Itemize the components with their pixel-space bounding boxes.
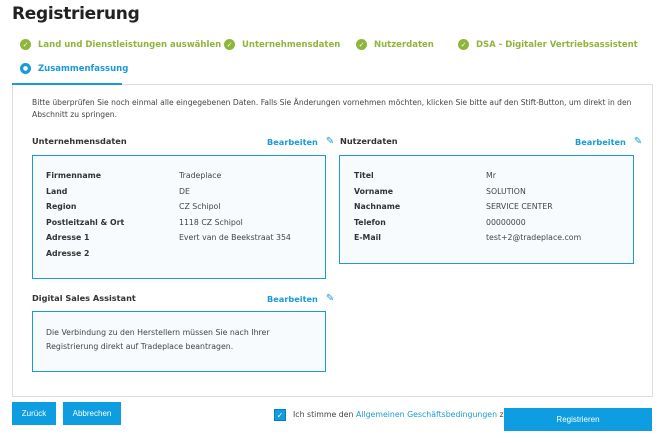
field-value: DE xyxy=(179,186,190,196)
terms-pre: Ich stimme den xyxy=(293,410,356,419)
check-icon: ✓ xyxy=(20,39,31,50)
company-heading: Unternehmensdaten xyxy=(32,136,127,146)
step-dsa[interactable]: ✓ DSA - Digitaler Vertriebsassistent xyxy=(458,39,638,50)
edit-label: Bearbeiten xyxy=(267,293,318,304)
field-value: 1118 CZ Schipol xyxy=(179,217,243,227)
step-label: Land und Dienstleistungen auswählen xyxy=(38,39,222,50)
summary-panel xyxy=(12,84,653,397)
check-icon: ✓ xyxy=(276,410,284,420)
terms-link[interactable]: Allgemeinen Geschäftsbedingungen xyxy=(355,410,498,419)
field-label: Telefon xyxy=(354,217,386,227)
page-title: Registrierung xyxy=(12,4,140,24)
active-tab-indicator xyxy=(12,83,122,85)
field-label: Region xyxy=(46,202,77,212)
edit-dsa-button[interactable]: Bearbeiten ✎ xyxy=(267,293,334,304)
dsa-text: Die Verbindung zu den Herstellern müssen… xyxy=(46,328,270,351)
terms-text: Ich stimme den Allgemeinen Geschäftsbedi… xyxy=(293,410,509,419)
back-button[interactable]: Zurück xyxy=(12,402,56,425)
step-zusammenfassung[interactable]: ● Zusammenfassung xyxy=(20,63,128,74)
cancel-button[interactable]: Abbrechen xyxy=(63,402,121,425)
edit-user-button[interactable]: Bearbeiten ✎ xyxy=(575,136,642,147)
step-label: Unternehmensdaten xyxy=(242,39,341,50)
pencil-icon: ✎ xyxy=(325,293,335,304)
field-value: Tradeplace xyxy=(179,171,222,180)
step-number-icon: ● xyxy=(20,63,31,74)
field-value: Mr xyxy=(486,171,496,180)
field-label: Nachname xyxy=(354,202,401,212)
dsa-heading: Digital Sales Assistant xyxy=(32,293,136,303)
edit-company-button[interactable]: Bearbeiten ✎ xyxy=(267,136,334,147)
intro-text: Bitte überprüfen Sie noch einmal alle ei… xyxy=(32,98,632,119)
dsa-box xyxy=(32,311,326,372)
field-label: Firmenname xyxy=(46,171,102,180)
field-value: 00000000 xyxy=(486,217,526,227)
field-label: Postleitzahl & Ort xyxy=(46,217,125,227)
step-unternehmensdaten[interactable]: ✓ Unternehmensdaten xyxy=(224,39,340,50)
step-label: Zusammenfassung xyxy=(38,63,129,74)
field-value: test+2@tradeplace.com xyxy=(486,233,582,243)
field-value: Evert van de Beekstraat 354 xyxy=(179,233,291,243)
field-label: E-Mail xyxy=(354,233,381,243)
step-label: Nutzerdaten xyxy=(374,39,434,50)
pencil-icon: ✎ xyxy=(325,136,335,147)
field-label: Titel xyxy=(354,171,374,180)
user-box xyxy=(339,155,634,264)
check-icon: ✓ xyxy=(356,39,367,50)
terms-checkbox[interactable]: ✓ xyxy=(274,409,286,421)
field-value: SERVICE CENTER xyxy=(486,202,553,212)
pencil-icon: ✎ xyxy=(633,136,643,147)
field-label: Land xyxy=(46,186,68,196)
step-label: DSA - Digitaler Vertriebsassistent xyxy=(476,39,638,50)
field-label: Vorname xyxy=(354,186,394,196)
field-value: SOLUTION xyxy=(486,186,526,196)
step-land[interactable]: ✓ Land und Dienstleistungen auswählen xyxy=(20,39,221,50)
register-button[interactable]: Registrieren xyxy=(504,408,652,431)
field-label: Adresse 1 xyxy=(46,233,90,243)
field-value: CZ Schipol xyxy=(179,202,221,212)
edit-label: Bearbeiten xyxy=(575,136,626,147)
check-icon: ✓ xyxy=(458,39,469,50)
field-label: Adresse 2 xyxy=(46,249,90,258)
company-box xyxy=(32,155,326,279)
check-icon: ✓ xyxy=(224,39,235,50)
step-nutzerdaten[interactable]: ✓ Nutzerdaten xyxy=(356,39,434,50)
user-heading: Nutzerdaten xyxy=(340,136,398,146)
edit-label: Bearbeiten xyxy=(267,136,318,147)
